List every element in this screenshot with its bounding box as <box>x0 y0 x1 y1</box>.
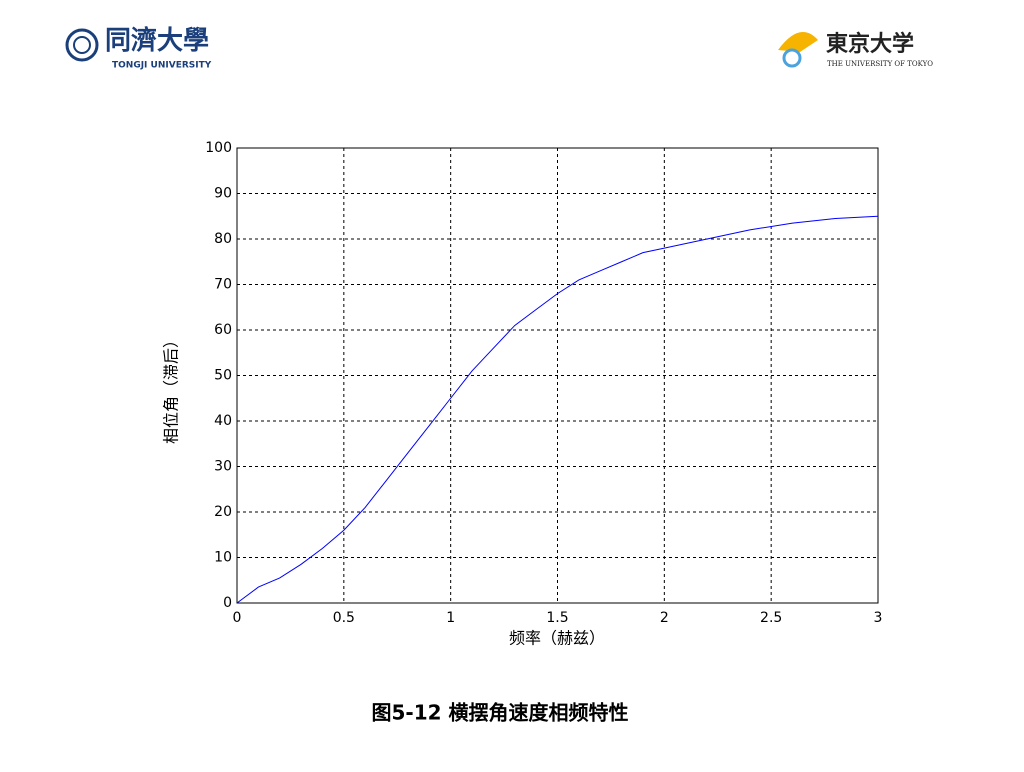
x-tick-label: 2 <box>660 610 669 626</box>
x-tick-label: 3 <box>874 610 883 626</box>
figure-caption: 图5-12 横摆角速度相频特性 <box>371 701 628 725</box>
logo-subtext: TONGJI UNIVERSITY <box>112 61 212 71</box>
tokyo-logo: 東京大学 THE UNIVERSITY OF TOKYO <box>778 31 933 68</box>
logo-subtext: THE UNIVERSITY OF TOKYO <box>827 60 933 68</box>
data-line <box>236 215 879 604</box>
y-tick-label: 50 <box>214 368 232 384</box>
x-tick-label: 0.5 <box>333 610 355 626</box>
logo-emblem <box>65 28 99 62</box>
y-tick-label: 60 <box>214 322 232 338</box>
logo-text: 東京大学 <box>826 31 914 57</box>
y-tick-label: 20 <box>214 504 232 520</box>
y-tick-label: 10 <box>214 550 232 566</box>
logo-text: 同濟大學 <box>105 25 209 56</box>
logo-ring <box>782 48 802 68</box>
y-tick-label: 100 <box>205 140 232 156</box>
y-tick-label: 0 <box>223 595 232 611</box>
tongji-logo: 同濟大學 TONGJI UNIVERSITY <box>65 25 212 71</box>
y-tick-label: 70 <box>214 277 232 293</box>
y-tick-label: 40 <box>214 413 232 429</box>
plot-frame <box>236 147 879 604</box>
y-tick-label: 30 <box>214 459 232 475</box>
x-tick-label: 2.5 <box>760 610 782 626</box>
x-tick-label: 0 <box>233 610 242 626</box>
logo-leaf <box>778 32 818 52</box>
chart: 0 10 20 30 40 50 60 70 80 90 100 0 0.5 1 1.5 2 2.5 3 <box>205 140 882 626</box>
y-tick-label: 80 <box>214 231 232 247</box>
x-tick-label: 1.5 <box>546 610 568 626</box>
x-tick-label: 1 <box>446 610 455 626</box>
y-tick-label: 90 <box>214 186 232 202</box>
x-axis-label: 频率（赫兹） <box>509 629 605 648</box>
logo-emblem-inner <box>73 36 91 54</box>
y-axis-label: 相位角（滞后） <box>162 332 181 444</box>
